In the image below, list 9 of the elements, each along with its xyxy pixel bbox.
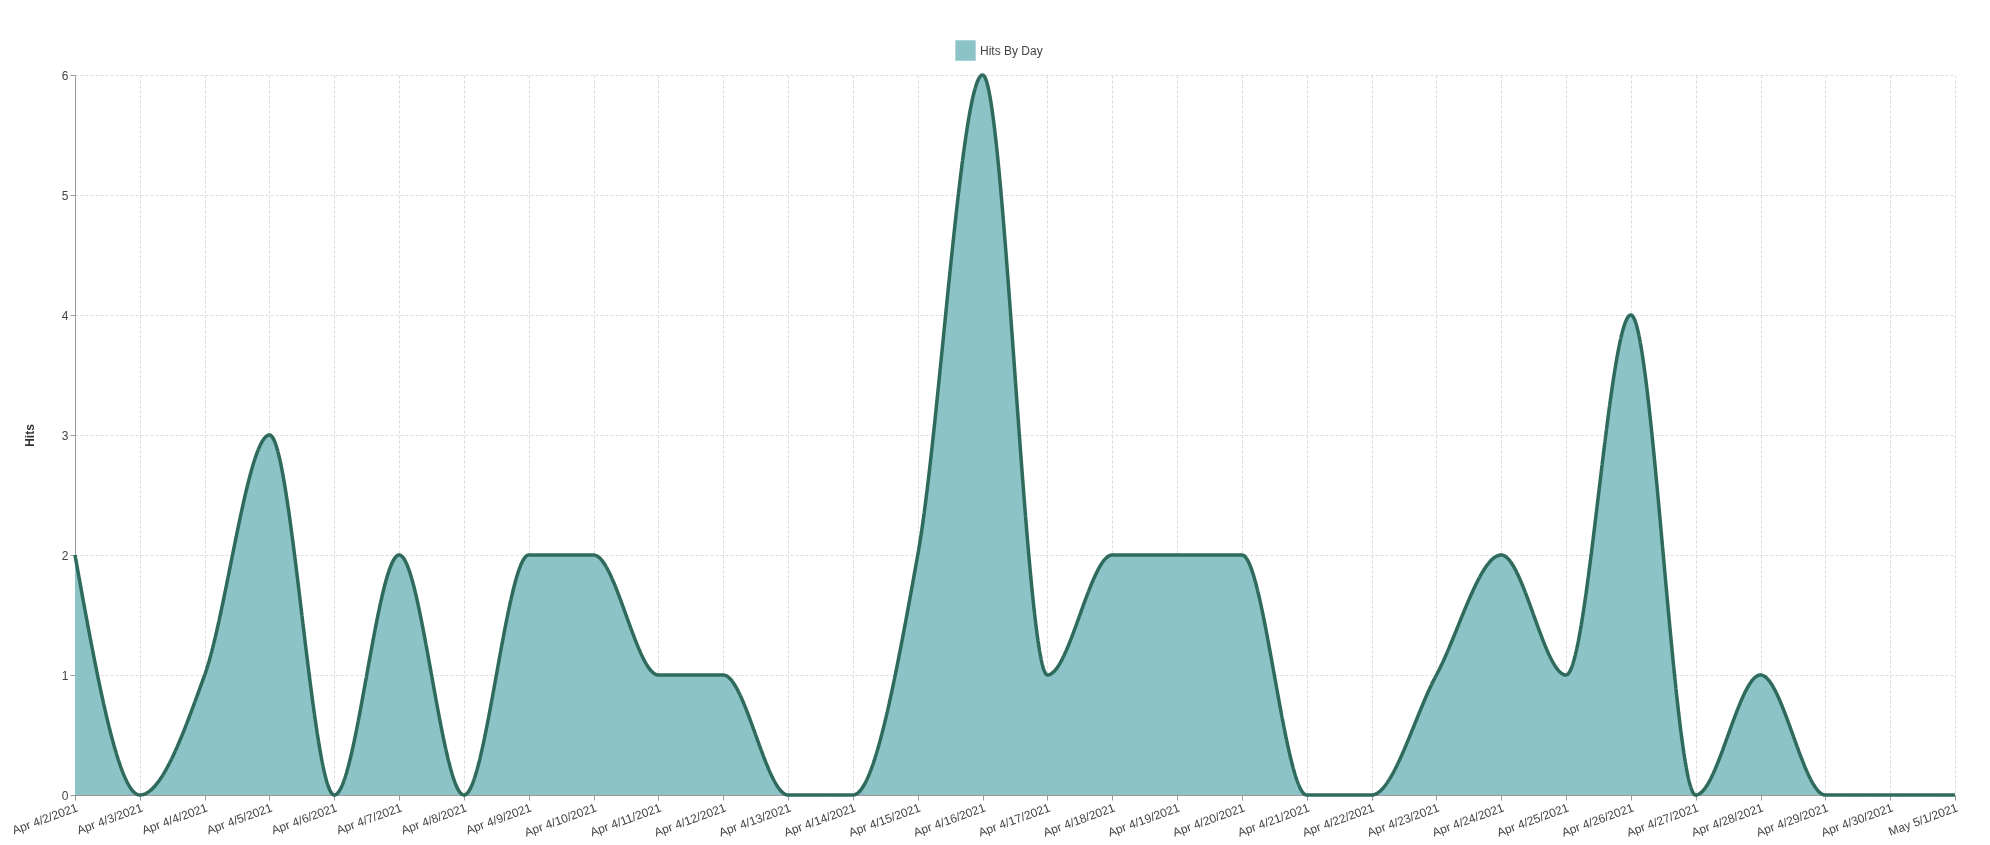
y-tick-label: 1 bbox=[61, 668, 69, 683]
y-axis-title: Hits bbox=[22, 423, 37, 447]
y-tick-label: 4 bbox=[61, 308, 69, 323]
y-tick-label: 6 bbox=[61, 68, 69, 83]
y-tick-label: 5 bbox=[61, 188, 69, 203]
legend-label: Hits By Day bbox=[980, 43, 1043, 58]
y-tick-label: 2 bbox=[61, 548, 69, 563]
y-tick-label: 0 bbox=[61, 788, 69, 803]
y-tick-label: 3 bbox=[61, 428, 69, 443]
